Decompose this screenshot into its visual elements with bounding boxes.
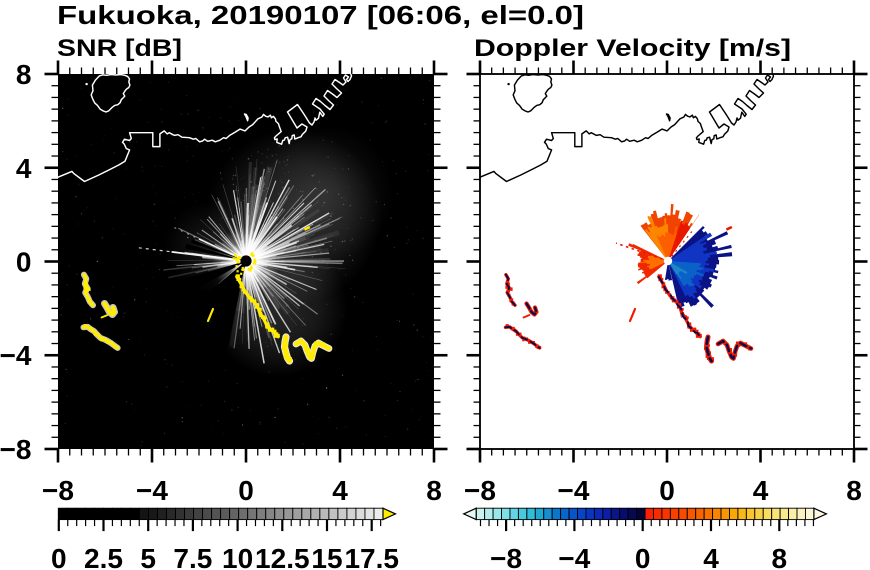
- svg-text:15: 15: [311, 543, 342, 570]
- svg-text:4: 4: [753, 475, 769, 506]
- svg-text:5: 5: [140, 543, 156, 570]
- svg-text:4: 4: [703, 543, 719, 570]
- svg-text:Fukuoka, 20190107 [06:06, el=0: Fukuoka, 20190107 [06:06, el=0.0]: [57, 0, 584, 30]
- svg-text:Doppler Velocity [m/s]: Doppler Velocity [m/s]: [474, 35, 791, 62]
- svg-text:0: 0: [16, 247, 32, 278]
- svg-text:0: 0: [238, 475, 254, 506]
- svg-text:8: 8: [846, 475, 862, 506]
- svg-text:−4: −4: [558, 475, 590, 506]
- svg-text:7.5: 7.5: [173, 543, 212, 570]
- svg-text:−8: −8: [0, 434, 32, 465]
- svg-text:−8: −8: [464, 475, 496, 506]
- svg-text:12.5: 12.5: [255, 543, 310, 570]
- svg-text:0: 0: [659, 475, 675, 506]
- svg-text:8: 8: [426, 475, 442, 506]
- svg-text:8: 8: [772, 543, 788, 570]
- svg-text:8: 8: [16, 59, 32, 90]
- svg-text:0: 0: [635, 543, 651, 570]
- svg-text:−8: −8: [490, 543, 522, 570]
- svg-text:10: 10: [222, 543, 253, 570]
- svg-text:SNR [dB]: SNR [dB]: [57, 35, 182, 62]
- svg-text:−4: −4: [0, 340, 32, 371]
- svg-text:4: 4: [16, 153, 32, 184]
- svg-text:2.5: 2.5: [84, 543, 123, 570]
- svg-text:0: 0: [51, 543, 67, 570]
- svg-text:−8: −8: [42, 475, 74, 506]
- svg-text:17.5: 17.5: [344, 543, 399, 570]
- svg-text:4: 4: [332, 475, 348, 506]
- svg-text:−4: −4: [136, 475, 168, 506]
- svg-text:−4: −4: [558, 543, 590, 570]
